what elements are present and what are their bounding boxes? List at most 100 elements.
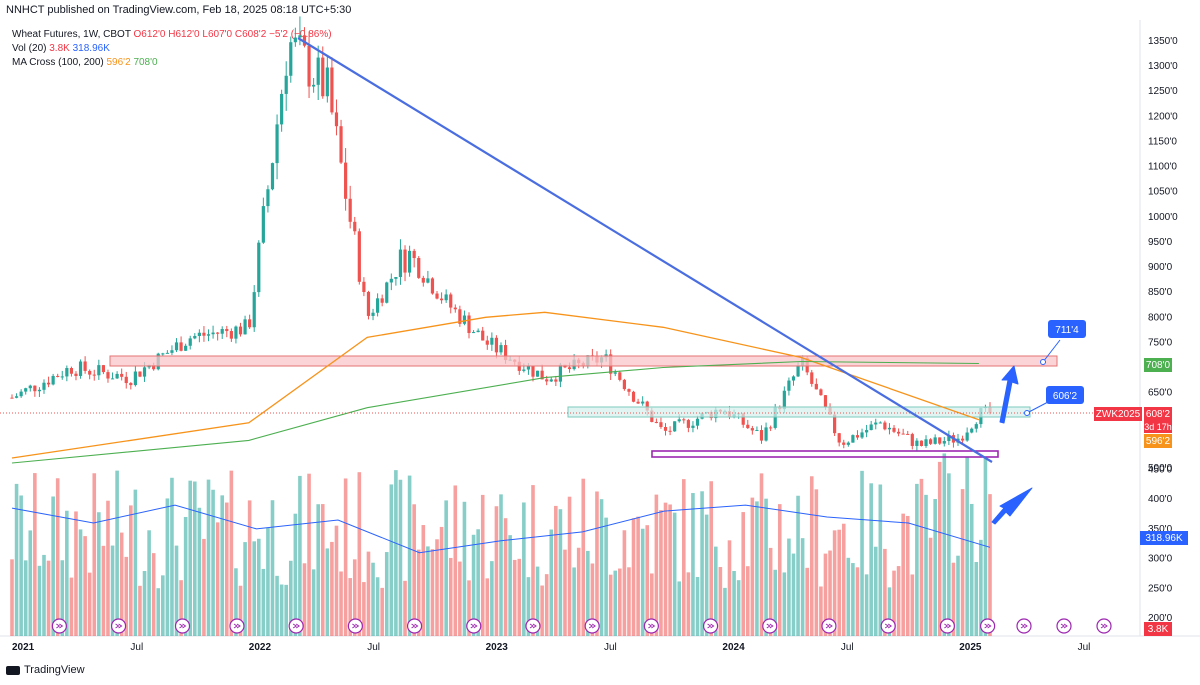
volume-bar <box>179 580 183 636</box>
downtrend-line[interactable] <box>297 37 993 463</box>
candle-body <box>462 315 467 324</box>
volume-bar <box>83 536 87 636</box>
candle-body <box>942 441 946 444</box>
candle-body <box>238 326 243 335</box>
candle-body <box>458 309 462 324</box>
footer-brand-text: TradingView <box>24 664 85 676</box>
volume-bar <box>567 496 572 636</box>
volume-bar <box>110 545 115 636</box>
ma100-line[interactable] <box>11 311 980 459</box>
candle-body <box>522 369 526 371</box>
candle-body <box>645 401 649 411</box>
volume-bar <box>284 584 289 636</box>
candle-body <box>860 432 864 438</box>
dividend-arrow-circle-icon <box>980 618 996 634</box>
volume-bar <box>563 549 567 636</box>
candle-body <box>906 433 910 435</box>
volume-arrow-icon[interactable] <box>991 487 1033 525</box>
volume-bar <box>787 538 791 636</box>
candle-body <box>19 391 23 397</box>
candle-body <box>901 433 905 435</box>
candle-body <box>398 249 403 278</box>
price-axis[interactable]: 1350'0 1300'0 1250'0 1200'0 1150'0 1100'0 1050… <box>1148 36 1178 474</box>
dividend-arrow-circle-icon <box>110 618 127 634</box>
candle-body <box>344 162 348 199</box>
volume-bar <box>398 479 403 636</box>
volume-bar <box>608 574 613 636</box>
volume-bar <box>151 553 156 636</box>
volume-bar <box>220 495 225 636</box>
volume-bar <box>965 456 969 636</box>
price-tick-label: 1250'0 <box>1148 86 1178 97</box>
candle-body <box>92 374 96 376</box>
candle-body <box>883 422 887 430</box>
target-lower-anchor[interactable] <box>1024 410 1030 416</box>
candle-body <box>481 330 485 341</box>
candle-body <box>225 329 229 332</box>
support-zone[interactable] <box>567 406 1031 418</box>
volume-bar <box>46 560 51 636</box>
volume-bar <box>672 512 677 636</box>
volume-axis[interactable]: 450'0 400'0 350'0 300'0 250'0 200'0 <box>1148 465 1173 625</box>
time-tick-label: Jul <box>1078 642 1091 653</box>
volume-bar <box>531 485 535 636</box>
candle-body <box>83 361 87 371</box>
target-lower-label-bg[interactable] <box>1046 386 1084 404</box>
volume-bar <box>384 552 389 636</box>
price-tag-vol-ma-text: 318.96K <box>1145 533 1183 544</box>
volume-bar <box>855 567 860 636</box>
price-tick-label: 1000'0 <box>1148 212 1178 223</box>
resistance-zone[interactable] <box>109 355 1058 367</box>
volume-bar <box>951 562 956 636</box>
volume-tick-label: 450'0 <box>1148 465 1173 476</box>
price-tag-last-text: 608'2 <box>1146 409 1171 420</box>
volume-bar <box>55 478 60 636</box>
target-upper-label-bg[interactable] <box>1048 320 1086 338</box>
legend-volume-row[interactable]: Vol (20) 3.8K 318.96K <box>12 42 332 56</box>
event-marker-arrow <box>825 623 833 629</box>
price-tick-label: 1200'0 <box>1148 111 1178 122</box>
candle-body <box>385 282 389 303</box>
candle-body <box>755 430 759 432</box>
footer-brand[interactable]: TradingView <box>6 664 85 676</box>
candle-body <box>339 126 343 163</box>
volume-bar <box>937 461 942 636</box>
target-upper-anchor[interactable] <box>1040 359 1046 365</box>
volume-bar <box>275 575 279 636</box>
time-axis[interactable]: 2021 Jul 2022 Jul 2023 Jul 2024 Jul 2025 Jul <box>12 642 1090 653</box>
volume-bar <box>517 558 522 636</box>
volume-bar <box>202 538 206 636</box>
candle-body <box>403 249 407 273</box>
volume-bar <box>316 504 320 636</box>
volume-bar <box>755 501 759 636</box>
candle-body <box>362 281 366 292</box>
price-tag-vol-text: 3.8K <box>1148 624 1169 635</box>
volume-bar <box>892 570 896 636</box>
price-tag-symbol: ZWK2025 <box>1094 407 1142 421</box>
ma200-line[interactable] <box>11 360 979 464</box>
candle-body <box>120 373 124 377</box>
candle-body <box>837 433 841 443</box>
event-marker-arrow <box>766 623 774 629</box>
time-tick-label: 2023 <box>486 642 509 653</box>
candle-body <box>37 389 42 392</box>
volume-bar <box>768 547 773 636</box>
volume-bar <box>887 587 892 636</box>
base-zone[interactable] <box>651 450 999 458</box>
breakout-arrow-icon[interactable] <box>999 365 1019 424</box>
candle-body <box>833 414 837 434</box>
event-markers[interactable] <box>51 618 1112 634</box>
event-marker-arrow <box>411 623 419 629</box>
volume-ma-line[interactable] <box>11 504 991 554</box>
candle-body <box>14 396 19 398</box>
candle-body <box>851 435 855 443</box>
volume-bar <box>334 525 339 636</box>
event-marker-arrow <box>529 623 537 629</box>
candle-body <box>110 378 115 380</box>
legend-ma-row[interactable]: MA Cross (100, 200) 596'2 708'0 <box>12 56 332 70</box>
volume-bar <box>439 526 444 636</box>
volume-bar <box>508 535 512 636</box>
volume-bar <box>352 559 357 636</box>
candle-body <box>558 364 563 382</box>
